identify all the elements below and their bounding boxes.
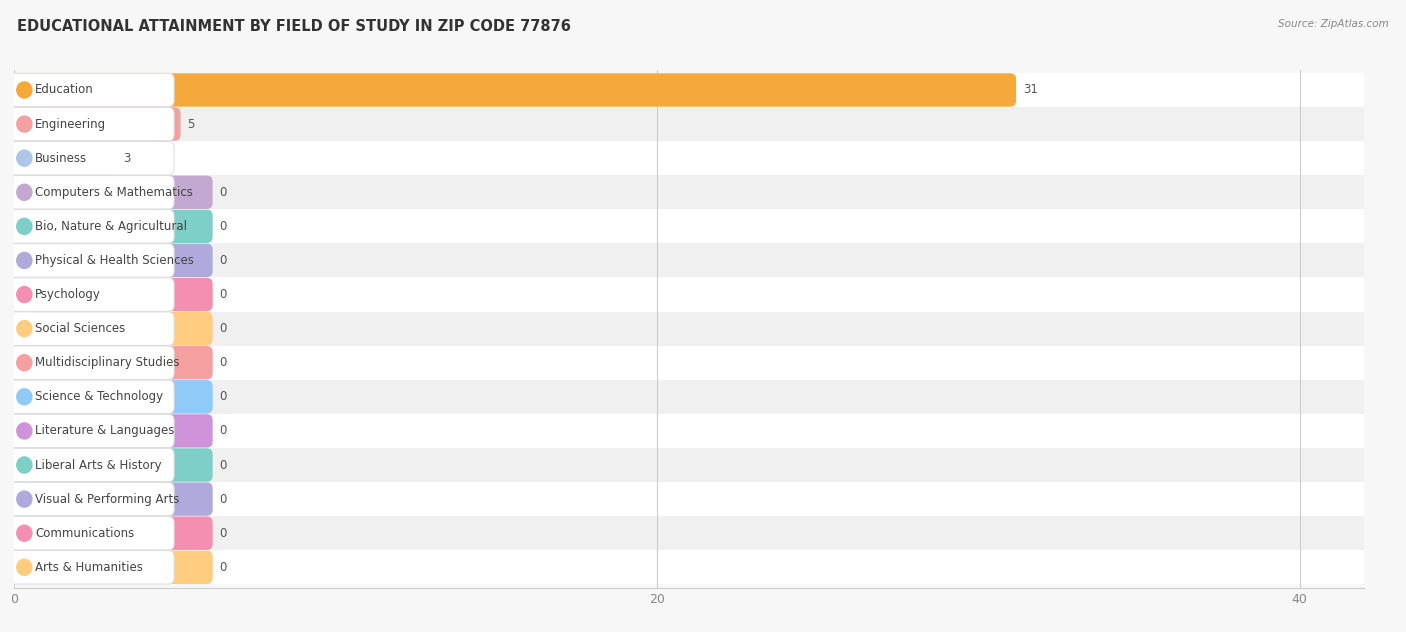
FancyBboxPatch shape [8,312,212,345]
FancyBboxPatch shape [8,448,174,482]
Text: Engineering: Engineering [35,118,105,131]
Text: 0: 0 [219,322,228,335]
FancyBboxPatch shape [8,210,212,243]
FancyBboxPatch shape [0,243,1379,277]
FancyBboxPatch shape [8,278,212,311]
Text: 0: 0 [219,391,228,403]
FancyBboxPatch shape [0,141,1379,175]
FancyBboxPatch shape [0,209,1379,243]
FancyBboxPatch shape [8,414,212,447]
Text: Science & Technology: Science & Technology [35,391,163,403]
Circle shape [17,389,32,405]
Circle shape [17,355,32,371]
FancyBboxPatch shape [8,107,180,141]
Circle shape [17,525,32,541]
Text: 31: 31 [1024,83,1038,97]
Text: 0: 0 [219,425,228,437]
Circle shape [17,82,32,98]
FancyBboxPatch shape [0,448,1379,482]
Text: 0: 0 [219,492,228,506]
FancyBboxPatch shape [8,346,174,379]
FancyBboxPatch shape [8,210,174,243]
FancyBboxPatch shape [0,175,1379,209]
Text: 3: 3 [124,152,131,165]
Text: 0: 0 [219,220,228,233]
FancyBboxPatch shape [0,346,1379,380]
FancyBboxPatch shape [8,346,212,379]
Text: Physical & Health Sciences: Physical & Health Sciences [35,254,194,267]
Text: Computers & Mathematics: Computers & Mathematics [35,186,193,198]
FancyBboxPatch shape [8,312,174,345]
Text: Visual & Performing Arts: Visual & Performing Arts [35,492,180,506]
FancyBboxPatch shape [8,142,117,175]
FancyBboxPatch shape [8,176,174,209]
FancyBboxPatch shape [0,380,1379,414]
FancyBboxPatch shape [0,277,1379,312]
FancyBboxPatch shape [0,516,1379,550]
Circle shape [17,218,32,234]
Text: 5: 5 [187,118,195,131]
FancyBboxPatch shape [8,176,212,209]
Circle shape [17,491,32,507]
Circle shape [17,185,32,200]
Text: 0: 0 [219,186,228,198]
FancyBboxPatch shape [8,73,1017,107]
Text: Business: Business [35,152,87,165]
Circle shape [17,320,32,337]
FancyBboxPatch shape [8,244,212,277]
Text: Education: Education [35,83,94,97]
Text: Communications: Communications [35,526,134,540]
Circle shape [17,116,32,132]
Text: Liberal Arts & History: Liberal Arts & History [35,459,162,471]
FancyBboxPatch shape [8,278,174,311]
FancyBboxPatch shape [8,482,174,516]
FancyBboxPatch shape [8,380,212,413]
FancyBboxPatch shape [8,73,174,107]
Text: 0: 0 [219,288,228,301]
Circle shape [17,150,32,166]
Text: 0: 0 [219,561,228,574]
Text: 0: 0 [219,356,228,369]
Text: Literature & Languages: Literature & Languages [35,425,174,437]
Text: 0: 0 [219,459,228,471]
FancyBboxPatch shape [8,414,174,447]
FancyBboxPatch shape [8,550,174,584]
FancyBboxPatch shape [8,448,212,482]
FancyBboxPatch shape [0,482,1379,516]
Circle shape [17,559,32,575]
FancyBboxPatch shape [8,516,212,550]
Text: Source: ZipAtlas.com: Source: ZipAtlas.com [1278,19,1389,29]
FancyBboxPatch shape [8,550,212,584]
FancyBboxPatch shape [0,312,1379,346]
FancyBboxPatch shape [8,107,174,141]
Circle shape [17,423,32,439]
Text: Psychology: Psychology [35,288,101,301]
FancyBboxPatch shape [8,380,174,413]
FancyBboxPatch shape [8,142,174,175]
FancyBboxPatch shape [8,482,212,516]
FancyBboxPatch shape [0,73,1379,107]
Text: Bio, Nature & Agricultural: Bio, Nature & Agricultural [35,220,187,233]
FancyBboxPatch shape [8,516,174,550]
Circle shape [17,252,32,269]
FancyBboxPatch shape [0,550,1379,585]
Text: Social Sciences: Social Sciences [35,322,125,335]
FancyBboxPatch shape [0,107,1379,141]
Circle shape [17,286,32,303]
FancyBboxPatch shape [0,414,1379,448]
Circle shape [17,457,32,473]
FancyBboxPatch shape [8,244,174,277]
Text: 0: 0 [219,254,228,267]
Text: Multidisciplinary Studies: Multidisciplinary Studies [35,356,180,369]
Text: 0: 0 [219,526,228,540]
Text: Arts & Humanities: Arts & Humanities [35,561,143,574]
Text: EDUCATIONAL ATTAINMENT BY FIELD OF STUDY IN ZIP CODE 77876: EDUCATIONAL ATTAINMENT BY FIELD OF STUDY… [17,19,571,34]
